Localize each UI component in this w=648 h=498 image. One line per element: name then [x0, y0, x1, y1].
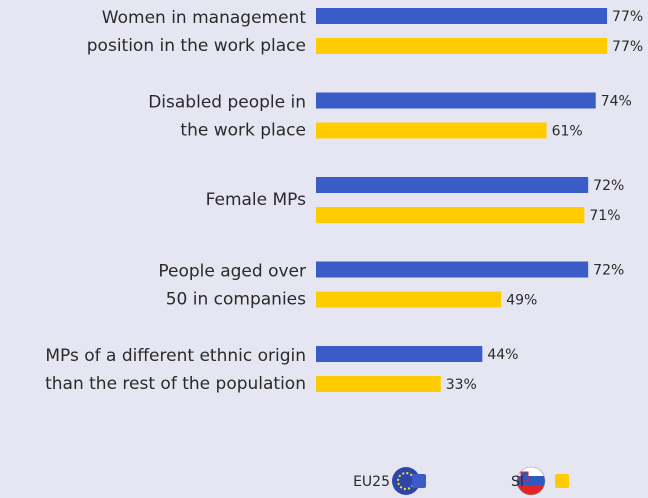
legend-swatch	[412, 474, 426, 488]
value-label: 61%	[552, 124, 583, 140]
category-label: the work place	[180, 121, 306, 141]
value-label: 71%	[589, 208, 620, 224]
bar	[316, 207, 585, 223]
category-label: Disabled people in	[148, 93, 306, 113]
bar	[316, 261, 589, 278]
value-label: 72%	[593, 178, 624, 194]
bar	[316, 291, 502, 308]
bar	[316, 8, 608, 24]
legend-swatch	[555, 474, 569, 488]
bar	[316, 346, 483, 362]
category-label: than the rest of the population	[45, 374, 306, 394]
bar	[316, 122, 547, 139]
category-label: Women in management	[102, 8, 307, 28]
legend-flag-si	[516, 466, 546, 496]
value-label: 72%	[593, 263, 624, 279]
value-label: 74%	[601, 94, 632, 110]
category-label: 50 in companies	[166, 290, 306, 310]
bar	[316, 92, 596, 109]
value-label: 44%	[487, 347, 518, 363]
category-label: Female MPs	[206, 190, 306, 210]
bar	[316, 177, 589, 193]
value-label: 77%	[612, 9, 643, 25]
value-label: 77%	[612, 39, 643, 55]
category-label: People aged over	[158, 262, 306, 282]
bar	[316, 38, 608, 54]
value-label: 33%	[446, 377, 477, 393]
category-label: position in the work place	[87, 36, 306, 56]
legend-label: SI	[511, 474, 524, 490]
category-label: MPs of a different ethnic origin	[45, 346, 306, 366]
bar	[316, 376, 441, 392]
value-label: 49%	[506, 293, 537, 309]
legend-label: EU25	[353, 474, 390, 490]
